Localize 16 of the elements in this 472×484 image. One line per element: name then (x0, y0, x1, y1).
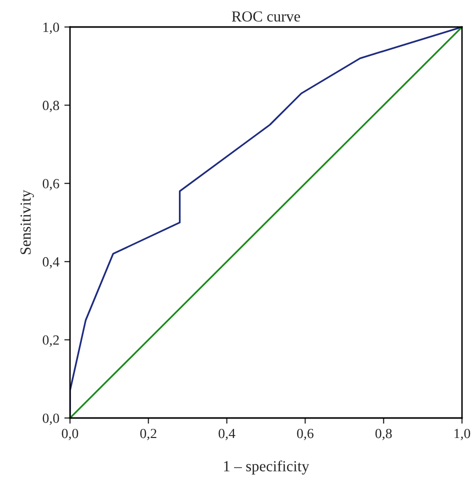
x-tick-label: 0,2 (140, 428, 156, 440)
x-axis-title: 1 – specificity (224, 460, 310, 475)
y-tick-label: 0,8 (42, 100, 60, 112)
y-tick-label: 0,6 (42, 178, 60, 190)
x-tick-label: 0,6 (297, 428, 314, 440)
y-tick-label: 0,2 (42, 335, 59, 347)
chart-title: ROC curve (232, 11, 300, 22)
line-series (70, 27, 462, 418)
x-tick-label: 0,4 (218, 428, 236, 440)
y-tick-label: 1,0 (43, 22, 60, 34)
y-tick-label: 0,0 (42, 414, 60, 425)
x-tick-label: 0,8 (375, 428, 392, 440)
x-tick-label: 1,0 (454, 428, 470, 440)
x-tick-label: 0,0 (62, 428, 78, 440)
y-axis-title: Sensitivity (20, 190, 34, 254)
y-tick-label: 0,4 (42, 257, 60, 269)
